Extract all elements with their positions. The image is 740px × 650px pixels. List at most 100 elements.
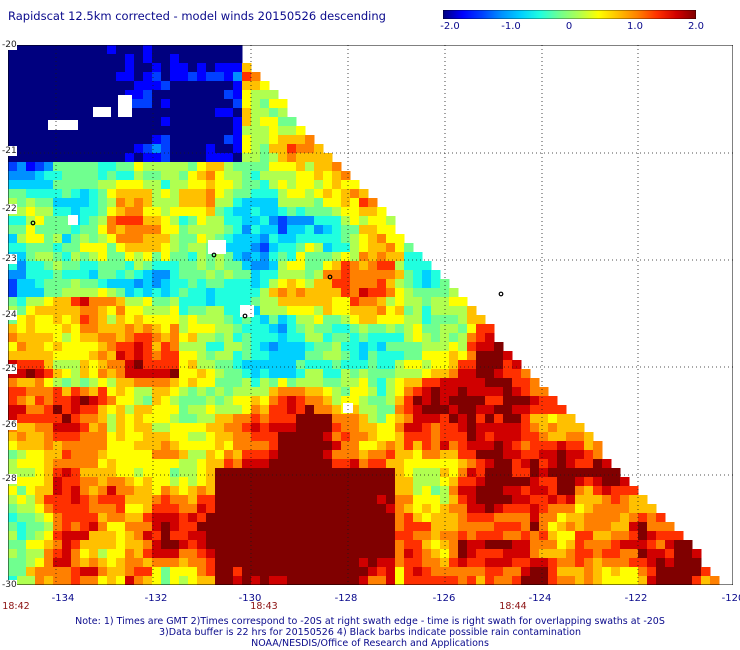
swath-cell <box>242 360 252 370</box>
swath-cell <box>215 540 225 550</box>
swath-cell <box>332 324 342 334</box>
swath-cell <box>539 396 549 406</box>
swath-cell <box>170 378 180 388</box>
swath-cell <box>395 495 405 505</box>
swath-cell <box>278 567 288 577</box>
swath-cell <box>26 270 36 280</box>
swath-cell <box>17 414 27 424</box>
swath-cell <box>53 63 63 73</box>
swath-cell <box>431 450 441 460</box>
swath-cell <box>62 126 72 136</box>
swath-cell <box>8 531 18 541</box>
swath-cell <box>35 423 45 433</box>
swath-cell <box>53 315 63 325</box>
swath-cell <box>251 162 261 172</box>
swath-cell <box>44 306 54 316</box>
swath-cell <box>89 279 99 289</box>
swath-cell <box>449 540 459 550</box>
swath-cell <box>161 108 171 118</box>
swath-cell <box>323 315 333 325</box>
swath-cell <box>26 216 36 226</box>
swath-cell <box>530 405 540 415</box>
swath-cell <box>170 441 180 451</box>
swath-cell <box>521 405 531 415</box>
swath-cell <box>161 396 171 406</box>
swath-cell <box>197 180 207 190</box>
swath-cell <box>179 351 189 361</box>
swath-cell <box>251 360 261 370</box>
swath-cell <box>260 414 270 424</box>
swath-cell <box>8 378 18 388</box>
swath-cell <box>134 180 144 190</box>
swath-cell <box>80 324 90 334</box>
swath-cell <box>80 261 90 271</box>
swath-cell <box>125 432 135 442</box>
swath-cell <box>359 414 369 424</box>
swath-cell <box>44 171 54 181</box>
swath-cell <box>458 414 468 424</box>
swath-cell <box>188 576 198 585</box>
swath-cell <box>62 576 72 585</box>
swath-cell <box>323 423 333 433</box>
swath-cell <box>89 297 99 307</box>
swath-cell <box>278 198 288 208</box>
swath-cell <box>143 234 153 244</box>
swath-cell <box>152 198 162 208</box>
swath-cell <box>305 234 315 244</box>
swath-cell <box>296 153 306 163</box>
swath-cell <box>269 504 279 514</box>
swath-cell <box>107 450 117 460</box>
swath-cell <box>125 342 135 352</box>
swath-cell <box>332 387 342 397</box>
swath-cell <box>305 261 315 271</box>
swath-cell <box>89 423 99 433</box>
swath-cell <box>287 144 297 154</box>
swath-cell <box>206 324 216 334</box>
swath-cell <box>116 252 126 262</box>
swath-cell <box>530 468 540 478</box>
swath-cell <box>143 225 153 235</box>
swath-cell <box>431 567 441 577</box>
swath-cell <box>233 495 243 505</box>
swath-cell <box>341 261 351 271</box>
swath-cell <box>233 72 243 82</box>
swath-cell <box>17 297 27 307</box>
swath-cell <box>629 495 639 505</box>
swath-cell <box>287 477 297 487</box>
swath-cell <box>71 108 81 118</box>
swath-cell <box>116 351 126 361</box>
swath-cell <box>44 369 54 379</box>
swath-cell <box>341 486 351 496</box>
swath-cell <box>566 468 576 478</box>
swath-cell <box>44 414 54 424</box>
swath-cell <box>305 324 315 334</box>
swath-cell <box>17 423 27 433</box>
swath-cell <box>296 225 306 235</box>
swath-cell <box>233 369 243 379</box>
swath-cell <box>188 171 198 181</box>
swath-cell <box>566 549 576 559</box>
swath-cell <box>224 324 234 334</box>
swath-cell <box>161 117 171 127</box>
swath-cell <box>134 306 144 316</box>
swath-cell <box>458 567 468 577</box>
swath-cell <box>368 432 378 442</box>
swath-cell <box>251 513 261 523</box>
swath-cell <box>548 576 558 585</box>
swath-cell <box>359 477 369 487</box>
swath-cell <box>395 441 405 451</box>
swath-cell <box>152 396 162 406</box>
swath-cell <box>80 216 90 226</box>
swath-cell <box>575 549 585 559</box>
swath-cell <box>269 459 279 469</box>
swath-cell <box>224 189 234 199</box>
swath-cell <box>17 162 27 172</box>
swath-cell <box>242 90 252 100</box>
swath-cell <box>233 261 243 271</box>
swath-cell <box>278 495 288 505</box>
swath-cell <box>323 414 333 424</box>
swath-cell <box>17 81 27 91</box>
swath-cell <box>53 252 63 262</box>
swath-cell <box>422 396 432 406</box>
swath-cell <box>53 423 63 433</box>
